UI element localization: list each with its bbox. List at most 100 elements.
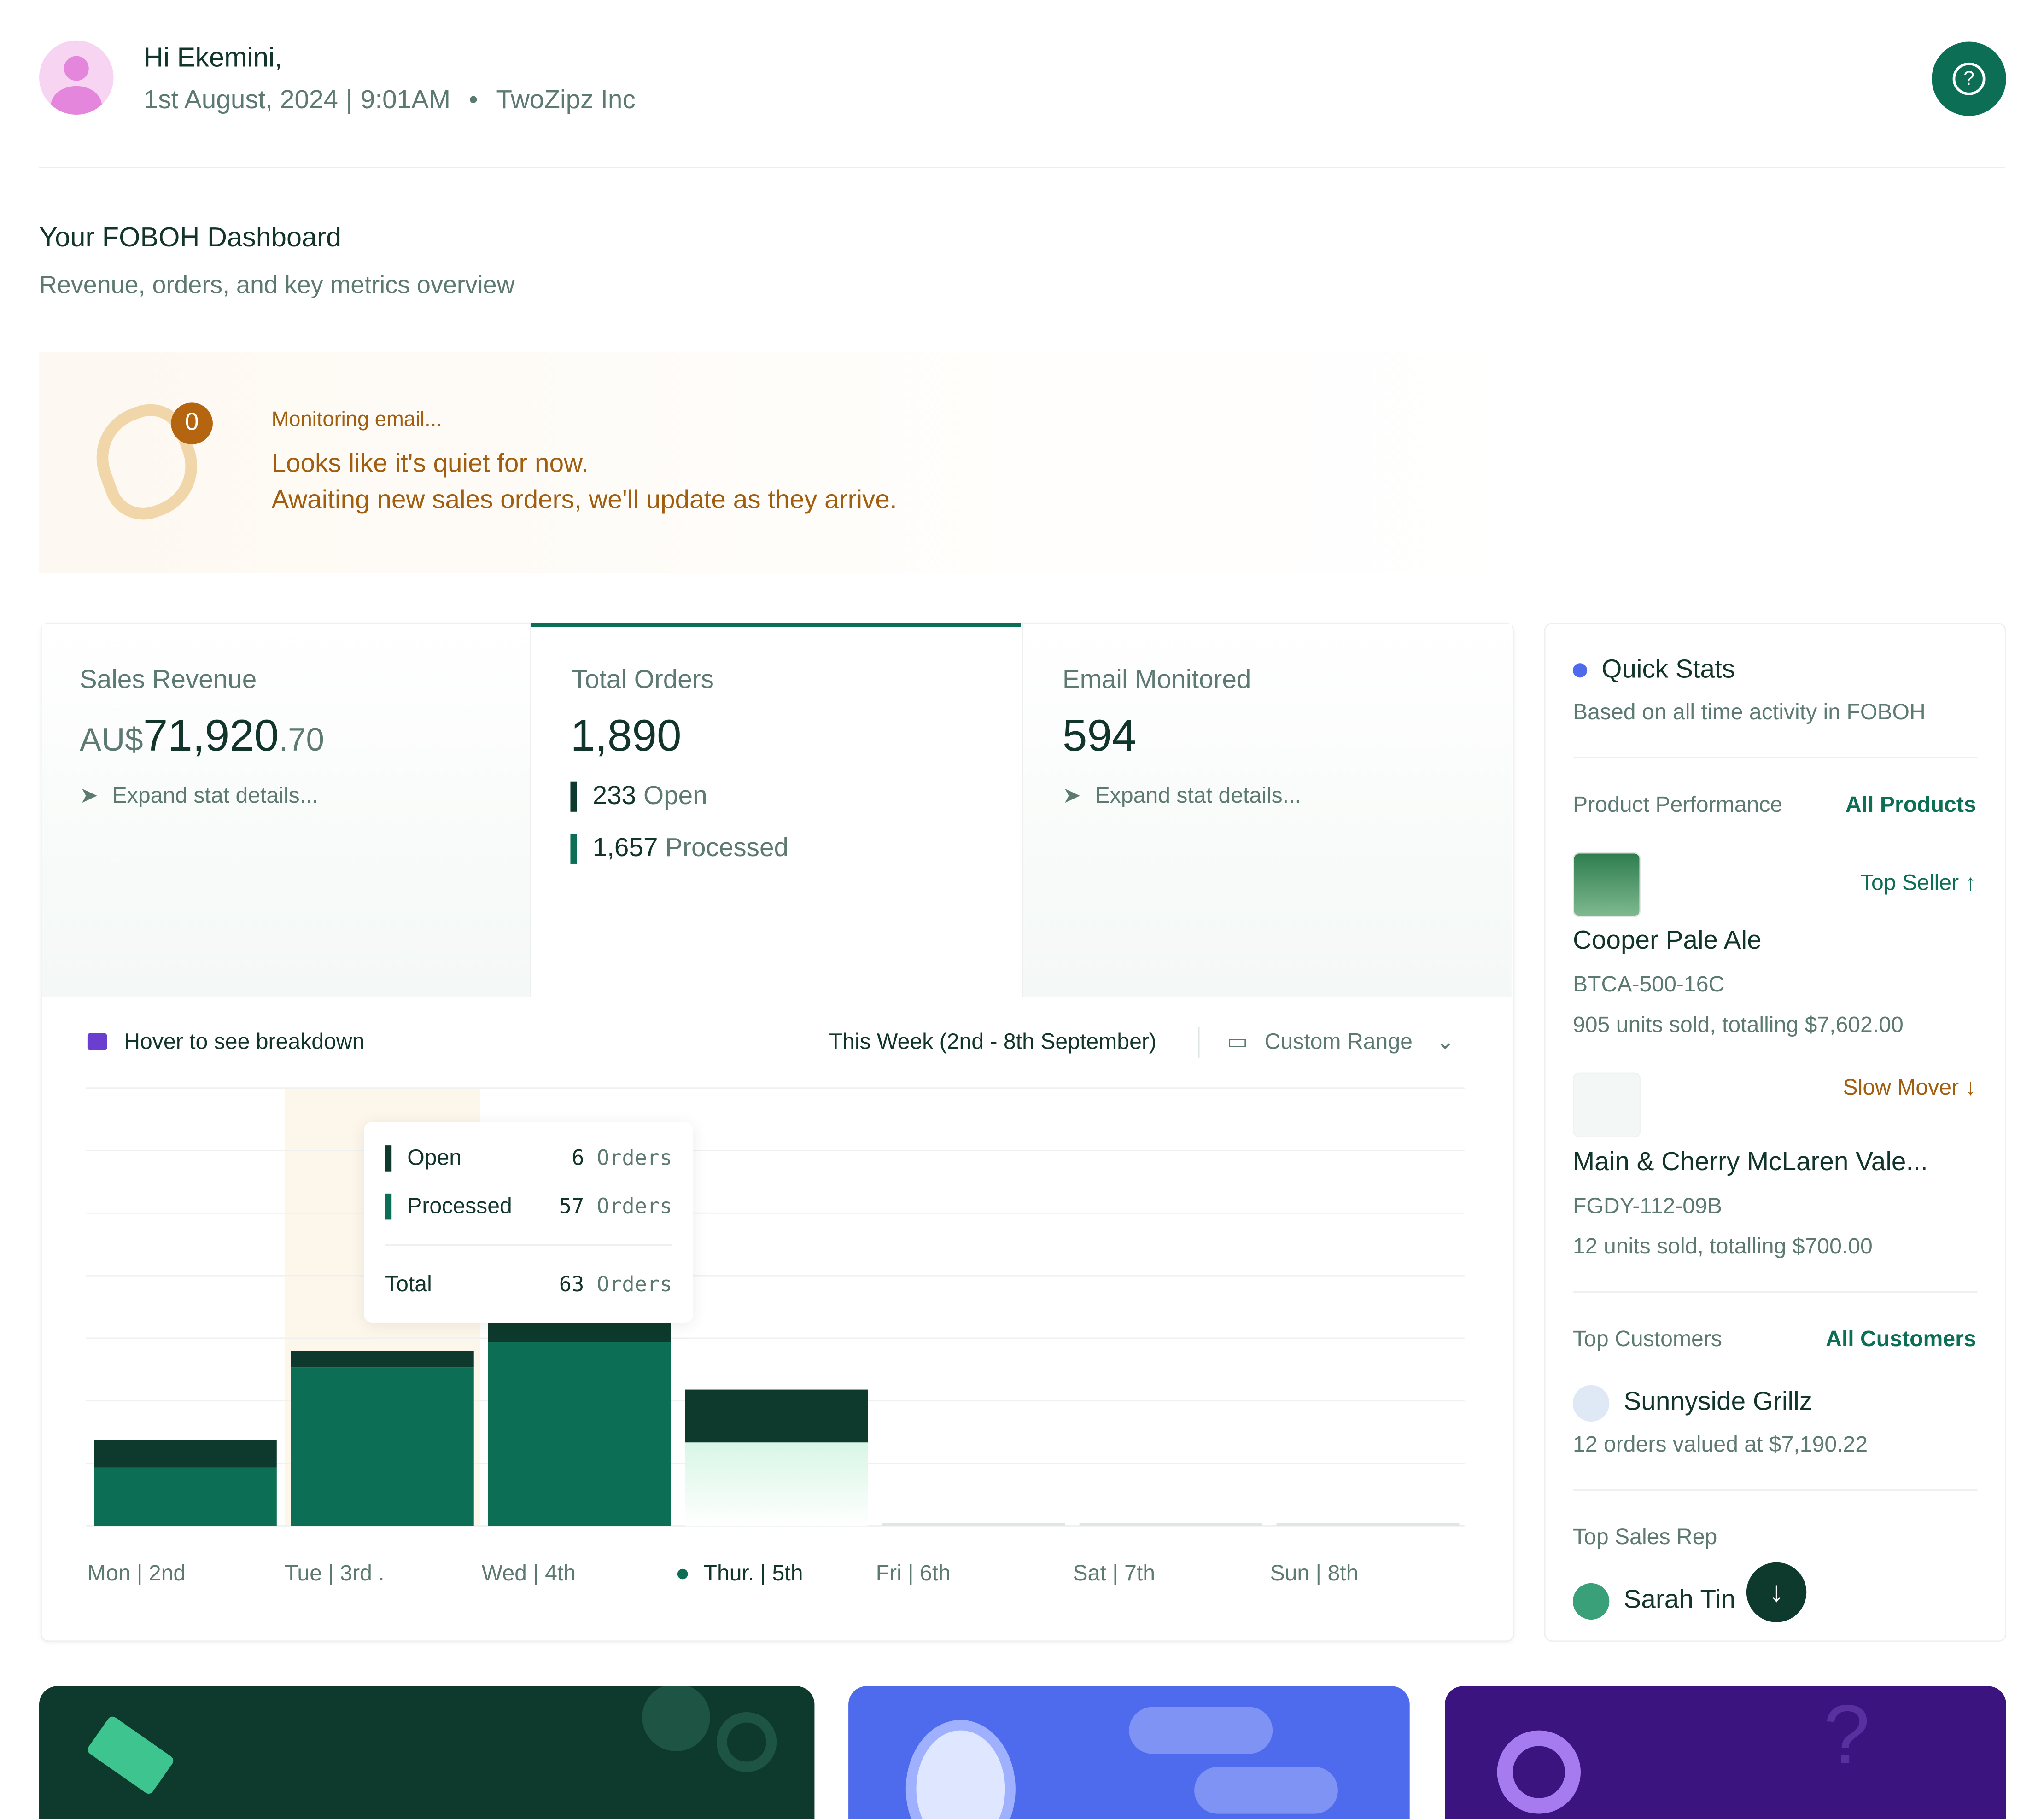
decimals: .70 xyxy=(279,722,324,758)
stat-tile[interactable] xyxy=(41,624,531,997)
help-button[interactable]: ? xyxy=(1932,41,2006,116)
stat-tile[interactable] xyxy=(1022,624,1512,997)
banner-status: Monitoring email... xyxy=(271,409,442,431)
date: 1st August, 2024 xyxy=(143,86,339,115)
section-heading: Product Performance xyxy=(1572,792,1783,817)
stat-value: 594 xyxy=(1062,711,1137,761)
separator xyxy=(1198,1026,1200,1058)
open-row: 233 Open xyxy=(570,781,707,812)
rep-avatar xyxy=(1572,1583,1610,1620)
customer-avatar xyxy=(1572,1385,1610,1422)
quick-stats-subtitle: Based on all time activity in FOBOH xyxy=(1572,700,1926,725)
section-link[interactable]: All Customers xyxy=(1826,1326,1976,1352)
bar-segment xyxy=(1079,1523,1262,1526)
tooltip-unit: Orders xyxy=(596,1193,672,1218)
tooltip-divider xyxy=(385,1244,672,1246)
period: This Week (2nd - 8th September) xyxy=(829,1029,1156,1055)
tooltip: Open 6 Orders Processed 57 Orders Total … xyxy=(364,1122,693,1323)
bar-segment xyxy=(94,1440,277,1468)
open-label: Open xyxy=(643,781,707,810)
x-tick-label: Thur. | 5th xyxy=(704,1561,803,1586)
divider xyxy=(1572,757,1978,758)
expand-link[interactable]: ➤ Expand stat details... xyxy=(1062,783,1301,808)
bar-segment xyxy=(291,1351,474,1368)
bar-segment xyxy=(488,1323,671,1342)
greeting: Hi Ekemini, xyxy=(143,43,282,73)
tooltip-number: 57 xyxy=(559,1193,584,1218)
product-image xyxy=(1572,1072,1641,1138)
bar-segment xyxy=(488,1342,671,1526)
expand-text: Expand stat details... xyxy=(1095,783,1301,808)
section-link[interactable]: All Products xyxy=(1845,792,1976,817)
stat-tile-active[interactable] xyxy=(531,623,1021,997)
promo-card[interactable]: ? xyxy=(1445,1686,2006,1819)
tooltip-total: 63 Orders xyxy=(559,1272,672,1297)
tooltip-count: 6 Orders xyxy=(572,1145,672,1170)
promo-card[interactable] xyxy=(39,1686,815,1819)
tooltip-number: 63 xyxy=(559,1271,584,1297)
x-tick-label: Fri | 6th xyxy=(876,1561,951,1586)
quick-stats-title: Quick Stats xyxy=(1601,655,1735,684)
tooltip-number: 6 xyxy=(572,1145,584,1170)
stat-value: 1,890 xyxy=(570,711,682,761)
x-tick-label: Mon | 2nd xyxy=(88,1561,186,1586)
product-summary: 12 units sold, totalling $700.00 xyxy=(1572,1234,1873,1259)
scroll-down-button[interactable]: ↓ xyxy=(1746,1562,1807,1622)
product-tag: Top Seller ↑ xyxy=(1860,870,1976,895)
rep-name: Sarah Tin xyxy=(1624,1586,1736,1615)
product-sku: BTCA-500-16C xyxy=(1572,972,1725,997)
expand-link[interactable]: ➤ Expand stat details... xyxy=(79,783,318,808)
page-subtitle: Revenue, orders, and key metrics overvie… xyxy=(39,272,515,300)
product-sku: FGDY-112-09B xyxy=(1572,1193,1723,1218)
stat-label: Total Orders xyxy=(572,665,714,695)
company: TwoZipz Inc xyxy=(496,86,636,115)
bar-segment xyxy=(685,1389,868,1443)
header-meta: 1st August, 2024 | 9:01AM • TwoZipz Inc xyxy=(143,86,636,115)
tooltip-unit: Orders xyxy=(596,1271,672,1297)
banner-line: Awaiting new sales orders, we'll update … xyxy=(271,486,897,515)
tooltip-label: Processed xyxy=(407,1193,512,1218)
x-tick-label: Wed | 4th xyxy=(482,1561,576,1586)
hint: Hover to see breakdown xyxy=(124,1029,365,1055)
range-picker[interactable]: ▭ Custom Range ⌄ xyxy=(1226,1029,1455,1055)
tooltip-unit: Orders xyxy=(596,1145,672,1170)
product-image xyxy=(1572,852,1641,917)
dot xyxy=(1572,663,1588,678)
tooltip-label: Open xyxy=(407,1145,462,1170)
bar-segment xyxy=(685,1442,868,1526)
x-tick-label: Sun | 8th xyxy=(1270,1561,1358,1586)
processed-label: Processed xyxy=(665,834,789,863)
product-name: Cooper Pale Ale xyxy=(1572,926,1762,956)
open-count: 233 xyxy=(592,781,637,810)
product-summary: 905 units sold, totalling $7,602.00 xyxy=(1572,1012,1904,1038)
product-name: Main & Cherry McLaren Vale... xyxy=(1572,1148,1928,1177)
expand-text: Expand stat details... xyxy=(112,783,318,808)
hint-icon xyxy=(87,1033,107,1050)
divider xyxy=(1572,1291,1978,1293)
range-text: Custom Range xyxy=(1264,1029,1413,1055)
value: 71,920 xyxy=(143,711,279,761)
banner xyxy=(39,351,1541,573)
tooltip-row: Processed xyxy=(385,1193,512,1220)
banner-line: Looks like it's quiet for now. xyxy=(271,449,589,478)
today-dot xyxy=(677,1568,688,1580)
stat-value: AU$71,920.70 xyxy=(80,711,324,762)
section-heading: Top Sales Rep xyxy=(1572,1524,1717,1550)
page-title: Your FOBOH Dashboard xyxy=(39,222,342,253)
product-tag: Slow Mover ↓ xyxy=(1843,1075,1976,1100)
stat-label: Sales Revenue xyxy=(79,665,257,695)
tooltip-count: 57 Orders xyxy=(559,1194,672,1218)
customer-summary: 12 orders valued at $7,190.22 xyxy=(1572,1432,1868,1457)
promo-card[interactable] xyxy=(848,1686,1410,1819)
currency: AU$ xyxy=(79,722,143,758)
processed-count: 1,657 xyxy=(592,834,658,863)
tag-text: Top Seller xyxy=(1860,870,1959,895)
tooltip-row: Open xyxy=(385,1145,461,1172)
quick-stats-card: Quick Stats Based on all time activity i… xyxy=(1544,623,2006,1642)
bar-segment xyxy=(94,1467,277,1526)
customer-name: Sunnyside Grillz xyxy=(1624,1388,1813,1417)
x-tick-label: Sat | 7th xyxy=(1073,1561,1156,1586)
divider xyxy=(39,167,2005,169)
divider xyxy=(1572,1489,1978,1491)
